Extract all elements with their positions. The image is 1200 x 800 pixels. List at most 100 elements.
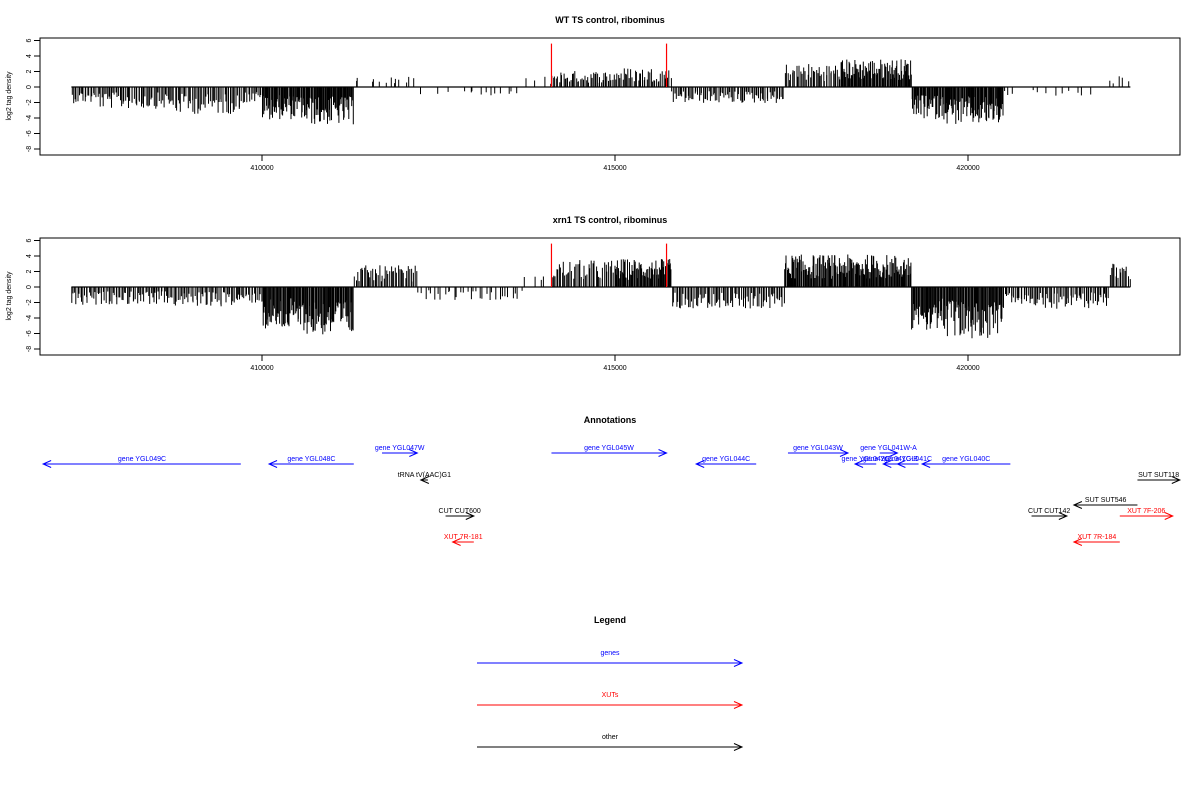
annotation-feature: gene YGL049C <box>41 456 241 468</box>
xrn1-y-tick-label: 2 <box>26 269 33 273</box>
legend-item: XUTs <box>477 692 744 709</box>
legend-arrow-head <box>733 743 744 751</box>
annotation-label: CUT CUT600 <box>439 508 481 515</box>
wt-y-tick-label: -2 <box>26 99 33 105</box>
annotation-feature: CUT CUT142 <box>1028 508 1070 520</box>
annotation-feature: tRNA tV(AAC)G1 <box>398 472 451 484</box>
xrn1-y-tick-label: -2 <box>26 299 33 305</box>
xrn1-axes: -8 -6 -4 -2 0 2 4 6 410000 415000 420000 <box>26 238 980 372</box>
wt-y-tick-label: 4 <box>26 54 33 58</box>
legend-arrow-head <box>733 701 744 709</box>
annotation-label: gene YGL040C <box>942 456 990 463</box>
legend-label: XUTs <box>602 692 619 699</box>
wt-y-axis-label: log2 tag density <box>6 71 13 121</box>
annotation-label: gene YGL041C <box>884 456 932 463</box>
wt-y-tick-label: -6 <box>26 130 33 136</box>
annotation-arrow-head <box>41 460 52 468</box>
annotation-feature: gene YGL044C <box>694 456 757 468</box>
annotation-feature: XUT 7R-184 <box>1072 534 1120 546</box>
xrn1-y-tick-label: -4 <box>26 315 33 321</box>
annotation-arrow-head <box>889 449 899 457</box>
xrn1-x-tick-label: 420000 <box>956 365 979 372</box>
legend-label: other <box>602 734 619 741</box>
annotation-feature: gene YGL041C-B <box>863 456 918 468</box>
annotation-arrow-head <box>896 460 906 468</box>
annotation-feature: gene YGL041W-A <box>860 445 917 457</box>
legend-title: Legend <box>594 615 626 625</box>
annotation-feature: gene YGL040C <box>920 456 1011 468</box>
legend-panel: Legend genes XUTs other <box>477 615 744 751</box>
annotation-arrow-head <box>920 460 931 468</box>
annotation-label: gene YGL043W <box>793 445 843 452</box>
annotation-label: gene YGL049C <box>118 456 166 463</box>
xrn1-x-tick-label: 410000 <box>250 365 273 372</box>
annotation-arrow-head <box>419 476 430 484</box>
annotation-label: tRNA tV(AAC)G1 <box>398 472 451 479</box>
annotation-label: XUT 7R-184 <box>1077 534 1116 541</box>
annotation-arrow-head <box>409 449 419 457</box>
annotation-feature: XUT 7R-181 <box>444 534 483 546</box>
annotation-label: XUT 7F-206 <box>1127 508 1165 515</box>
xrn1-bars <box>71 243 1131 339</box>
annotation-arrow-head <box>839 449 850 457</box>
annotation-label: gene YGL041C-B <box>863 456 918 463</box>
wt-y-tick-label: 6 <box>26 38 33 42</box>
annotation-feature: CUT CUT600 <box>439 508 481 520</box>
annotation-arrow-head <box>1072 501 1083 509</box>
wt-x-tick-label: 410000 <box>250 165 273 172</box>
annotation-label: gene YGL048C <box>287 456 335 463</box>
xrn1-track-title: xrn1 TS control, ribominus <box>553 215 668 225</box>
annotation-arrow-head <box>1072 538 1083 546</box>
annotation-label: gene YGL044C <box>702 456 750 463</box>
wt-axes: -8 -6 -4 -2 0 2 4 6 410000 415000 420000 <box>26 38 980 172</box>
xrn1-y-tick-label: 4 <box>26 254 33 258</box>
annotation-feature: gene YGL042C <box>842 456 890 468</box>
annotation-feature: XUT 7F-206 <box>1119 508 1174 520</box>
xrn1-x-tick-label: 415000 <box>603 365 626 372</box>
annotation-label: gene YGL042C <box>842 456 890 463</box>
annotation-features: gene YGL049C gene YGL048C gene YGL047W tRNA… <box>41 445 1182 546</box>
annotation-arrow-head <box>451 538 461 546</box>
wt-plot-frame <box>39 37 1181 156</box>
wt-x-tick-label: 415000 <box>603 165 626 172</box>
xrn1-plot-frame <box>39 237 1181 356</box>
annotation-label: gene YGL047W <box>375 445 425 452</box>
xrn1-y-tick-label: 0 <box>26 285 33 289</box>
annotation-label: SUT SUT118 <box>1138 472 1179 479</box>
wt-x-tick-label: 420000 <box>956 165 979 172</box>
xrn1-track-panel: xrn1 TS control, ribominus log2 tag dens… <box>6 215 1181 372</box>
annotation-feature: gene YGL048C <box>267 456 354 468</box>
annotation-arrow-head <box>853 460 864 468</box>
wt-y-tick-label: 0 <box>26 85 33 89</box>
annotation-arrow-head <box>267 460 278 468</box>
annotation-arrow-head <box>1164 512 1174 520</box>
annotation-label: XUT 7R-181 <box>444 534 483 541</box>
annotation-feature: SUT SUT546 <box>1072 497 1138 509</box>
xrn1-y-axis-label: log2 tag density <box>6 271 13 321</box>
legend-items: genes XUTs other <box>477 650 744 751</box>
annotation-feature: gene YGL047W <box>375 445 425 457</box>
annotation-feature: gene YGL041C <box>884 456 932 468</box>
annotations-panel: Annotations gene YGL049C gene YGL048Cgene… <box>41 415 1182 546</box>
annotation-arrow-head <box>465 512 476 520</box>
legend-label: genes <box>600 650 620 657</box>
legend-item: genes <box>477 650 744 667</box>
annotation-label: CUT CUT142 <box>1028 508 1070 515</box>
xrn1-y-tick-label: 6 <box>26 238 33 242</box>
wt-y-tick-label: -8 <box>26 146 33 152</box>
wt-y-tick-label: 2 <box>26 69 33 73</box>
wt-track-panel: WT TS control, ribominus log2 tag densit… <box>6 15 1181 172</box>
annotation-feature: gene YGL043W <box>787 445 850 457</box>
annotation-label: gene YGL045W <box>584 445 634 452</box>
xrn1-y-tick-label: -8 <box>26 346 33 352</box>
legend-arrow-head <box>733 659 744 667</box>
annotation-label: SUT SUT546 <box>1085 497 1127 504</box>
wt-y-tick-label: -4 <box>26 115 33 121</box>
legend-item: other <box>477 734 744 751</box>
xrn1-y-tick-label: -6 <box>26 330 33 336</box>
annotation-arrow-head <box>694 460 705 468</box>
annotation-feature: gene YGL045W <box>551 445 668 457</box>
wt-bars <box>71 43 1131 125</box>
